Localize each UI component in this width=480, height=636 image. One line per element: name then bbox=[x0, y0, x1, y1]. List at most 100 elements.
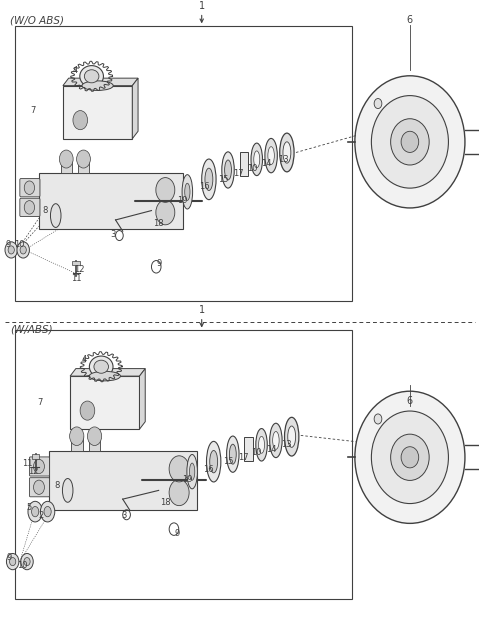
Circle shape bbox=[20, 246, 26, 254]
Text: (W/ABS): (W/ABS) bbox=[10, 325, 53, 335]
Text: 3: 3 bbox=[110, 230, 116, 238]
Ellipse shape bbox=[372, 95, 448, 188]
Ellipse shape bbox=[32, 506, 39, 517]
Text: 8: 8 bbox=[42, 206, 48, 215]
Circle shape bbox=[10, 558, 16, 565]
Ellipse shape bbox=[401, 446, 419, 468]
Circle shape bbox=[17, 242, 29, 258]
Text: 16: 16 bbox=[199, 183, 209, 191]
Ellipse shape bbox=[391, 434, 429, 480]
Ellipse shape bbox=[285, 417, 299, 456]
FancyBboxPatch shape bbox=[20, 179, 40, 197]
Circle shape bbox=[87, 427, 102, 445]
Circle shape bbox=[80, 401, 95, 420]
Text: (W/O ABS): (W/O ABS) bbox=[10, 15, 64, 25]
Circle shape bbox=[374, 414, 382, 424]
Polygon shape bbox=[70, 369, 145, 376]
Ellipse shape bbox=[205, 168, 213, 191]
Text: 18: 18 bbox=[153, 219, 164, 228]
Text: 18: 18 bbox=[160, 498, 171, 507]
Ellipse shape bbox=[372, 411, 448, 504]
Text: 8: 8 bbox=[55, 481, 60, 490]
Ellipse shape bbox=[190, 463, 195, 480]
Circle shape bbox=[169, 456, 189, 482]
Text: 6: 6 bbox=[407, 15, 413, 25]
Circle shape bbox=[24, 181, 35, 195]
Bar bbox=[32, 454, 39, 459]
Polygon shape bbox=[63, 78, 138, 86]
Text: 7: 7 bbox=[37, 398, 43, 407]
Bar bbox=[244, 438, 253, 461]
Circle shape bbox=[156, 200, 175, 225]
Ellipse shape bbox=[50, 204, 61, 228]
Circle shape bbox=[77, 150, 90, 168]
Circle shape bbox=[34, 480, 45, 494]
Ellipse shape bbox=[355, 391, 465, 523]
FancyBboxPatch shape bbox=[29, 457, 49, 476]
Ellipse shape bbox=[44, 506, 51, 517]
Ellipse shape bbox=[210, 450, 217, 473]
Circle shape bbox=[5, 242, 17, 258]
Circle shape bbox=[34, 459, 45, 474]
Ellipse shape bbox=[254, 151, 260, 168]
Ellipse shape bbox=[82, 81, 113, 90]
Ellipse shape bbox=[259, 436, 264, 453]
Ellipse shape bbox=[229, 444, 236, 464]
Text: 3: 3 bbox=[121, 511, 127, 520]
Polygon shape bbox=[132, 78, 138, 139]
Text: 9: 9 bbox=[157, 259, 162, 268]
Ellipse shape bbox=[265, 139, 277, 173]
Text: 10: 10 bbox=[14, 240, 25, 249]
Text: 1: 1 bbox=[199, 1, 205, 11]
Ellipse shape bbox=[283, 142, 291, 163]
Text: 4: 4 bbox=[72, 66, 77, 74]
Ellipse shape bbox=[89, 356, 113, 377]
Text: 14: 14 bbox=[266, 445, 276, 453]
Circle shape bbox=[70, 427, 84, 445]
Text: 1: 1 bbox=[199, 305, 205, 315]
Circle shape bbox=[73, 111, 87, 130]
Text: 6: 6 bbox=[407, 396, 413, 406]
Text: 10: 10 bbox=[252, 448, 262, 457]
Ellipse shape bbox=[182, 175, 192, 209]
Text: 13: 13 bbox=[282, 440, 292, 449]
Ellipse shape bbox=[206, 441, 221, 482]
Text: 16: 16 bbox=[204, 466, 214, 474]
Ellipse shape bbox=[401, 131, 419, 153]
Text: 15: 15 bbox=[218, 175, 228, 184]
Text: 12: 12 bbox=[74, 265, 85, 274]
Text: 17: 17 bbox=[239, 453, 249, 462]
Ellipse shape bbox=[227, 436, 239, 473]
Ellipse shape bbox=[270, 423, 282, 458]
Text: 14: 14 bbox=[262, 159, 272, 169]
Bar bbox=[15, 331, 352, 599]
Text: 10: 10 bbox=[247, 163, 257, 172]
Text: 11: 11 bbox=[22, 459, 32, 468]
Text: 10: 10 bbox=[17, 561, 27, 570]
Text: 2: 2 bbox=[39, 511, 44, 520]
Text: 5: 5 bbox=[27, 503, 32, 512]
Ellipse shape bbox=[251, 143, 263, 176]
Bar bbox=[39, 173, 182, 230]
Polygon shape bbox=[140, 369, 145, 429]
Text: 4: 4 bbox=[82, 355, 87, 364]
Bar bbox=[15, 26, 352, 301]
Bar bbox=[63, 86, 132, 139]
Circle shape bbox=[169, 480, 189, 506]
Text: 17: 17 bbox=[233, 169, 244, 177]
Ellipse shape bbox=[187, 455, 197, 489]
Text: 19: 19 bbox=[182, 474, 192, 483]
Circle shape bbox=[21, 553, 33, 570]
Ellipse shape bbox=[355, 76, 465, 208]
Bar bbox=[60, 159, 72, 173]
Text: 12: 12 bbox=[28, 467, 38, 476]
Bar bbox=[72, 261, 80, 265]
Bar bbox=[89, 436, 100, 451]
Ellipse shape bbox=[273, 431, 279, 450]
Ellipse shape bbox=[202, 159, 216, 200]
Circle shape bbox=[156, 177, 175, 202]
Text: 15: 15 bbox=[223, 457, 233, 466]
Ellipse shape bbox=[84, 70, 99, 83]
Text: 13: 13 bbox=[278, 155, 288, 164]
Ellipse shape bbox=[89, 371, 120, 381]
